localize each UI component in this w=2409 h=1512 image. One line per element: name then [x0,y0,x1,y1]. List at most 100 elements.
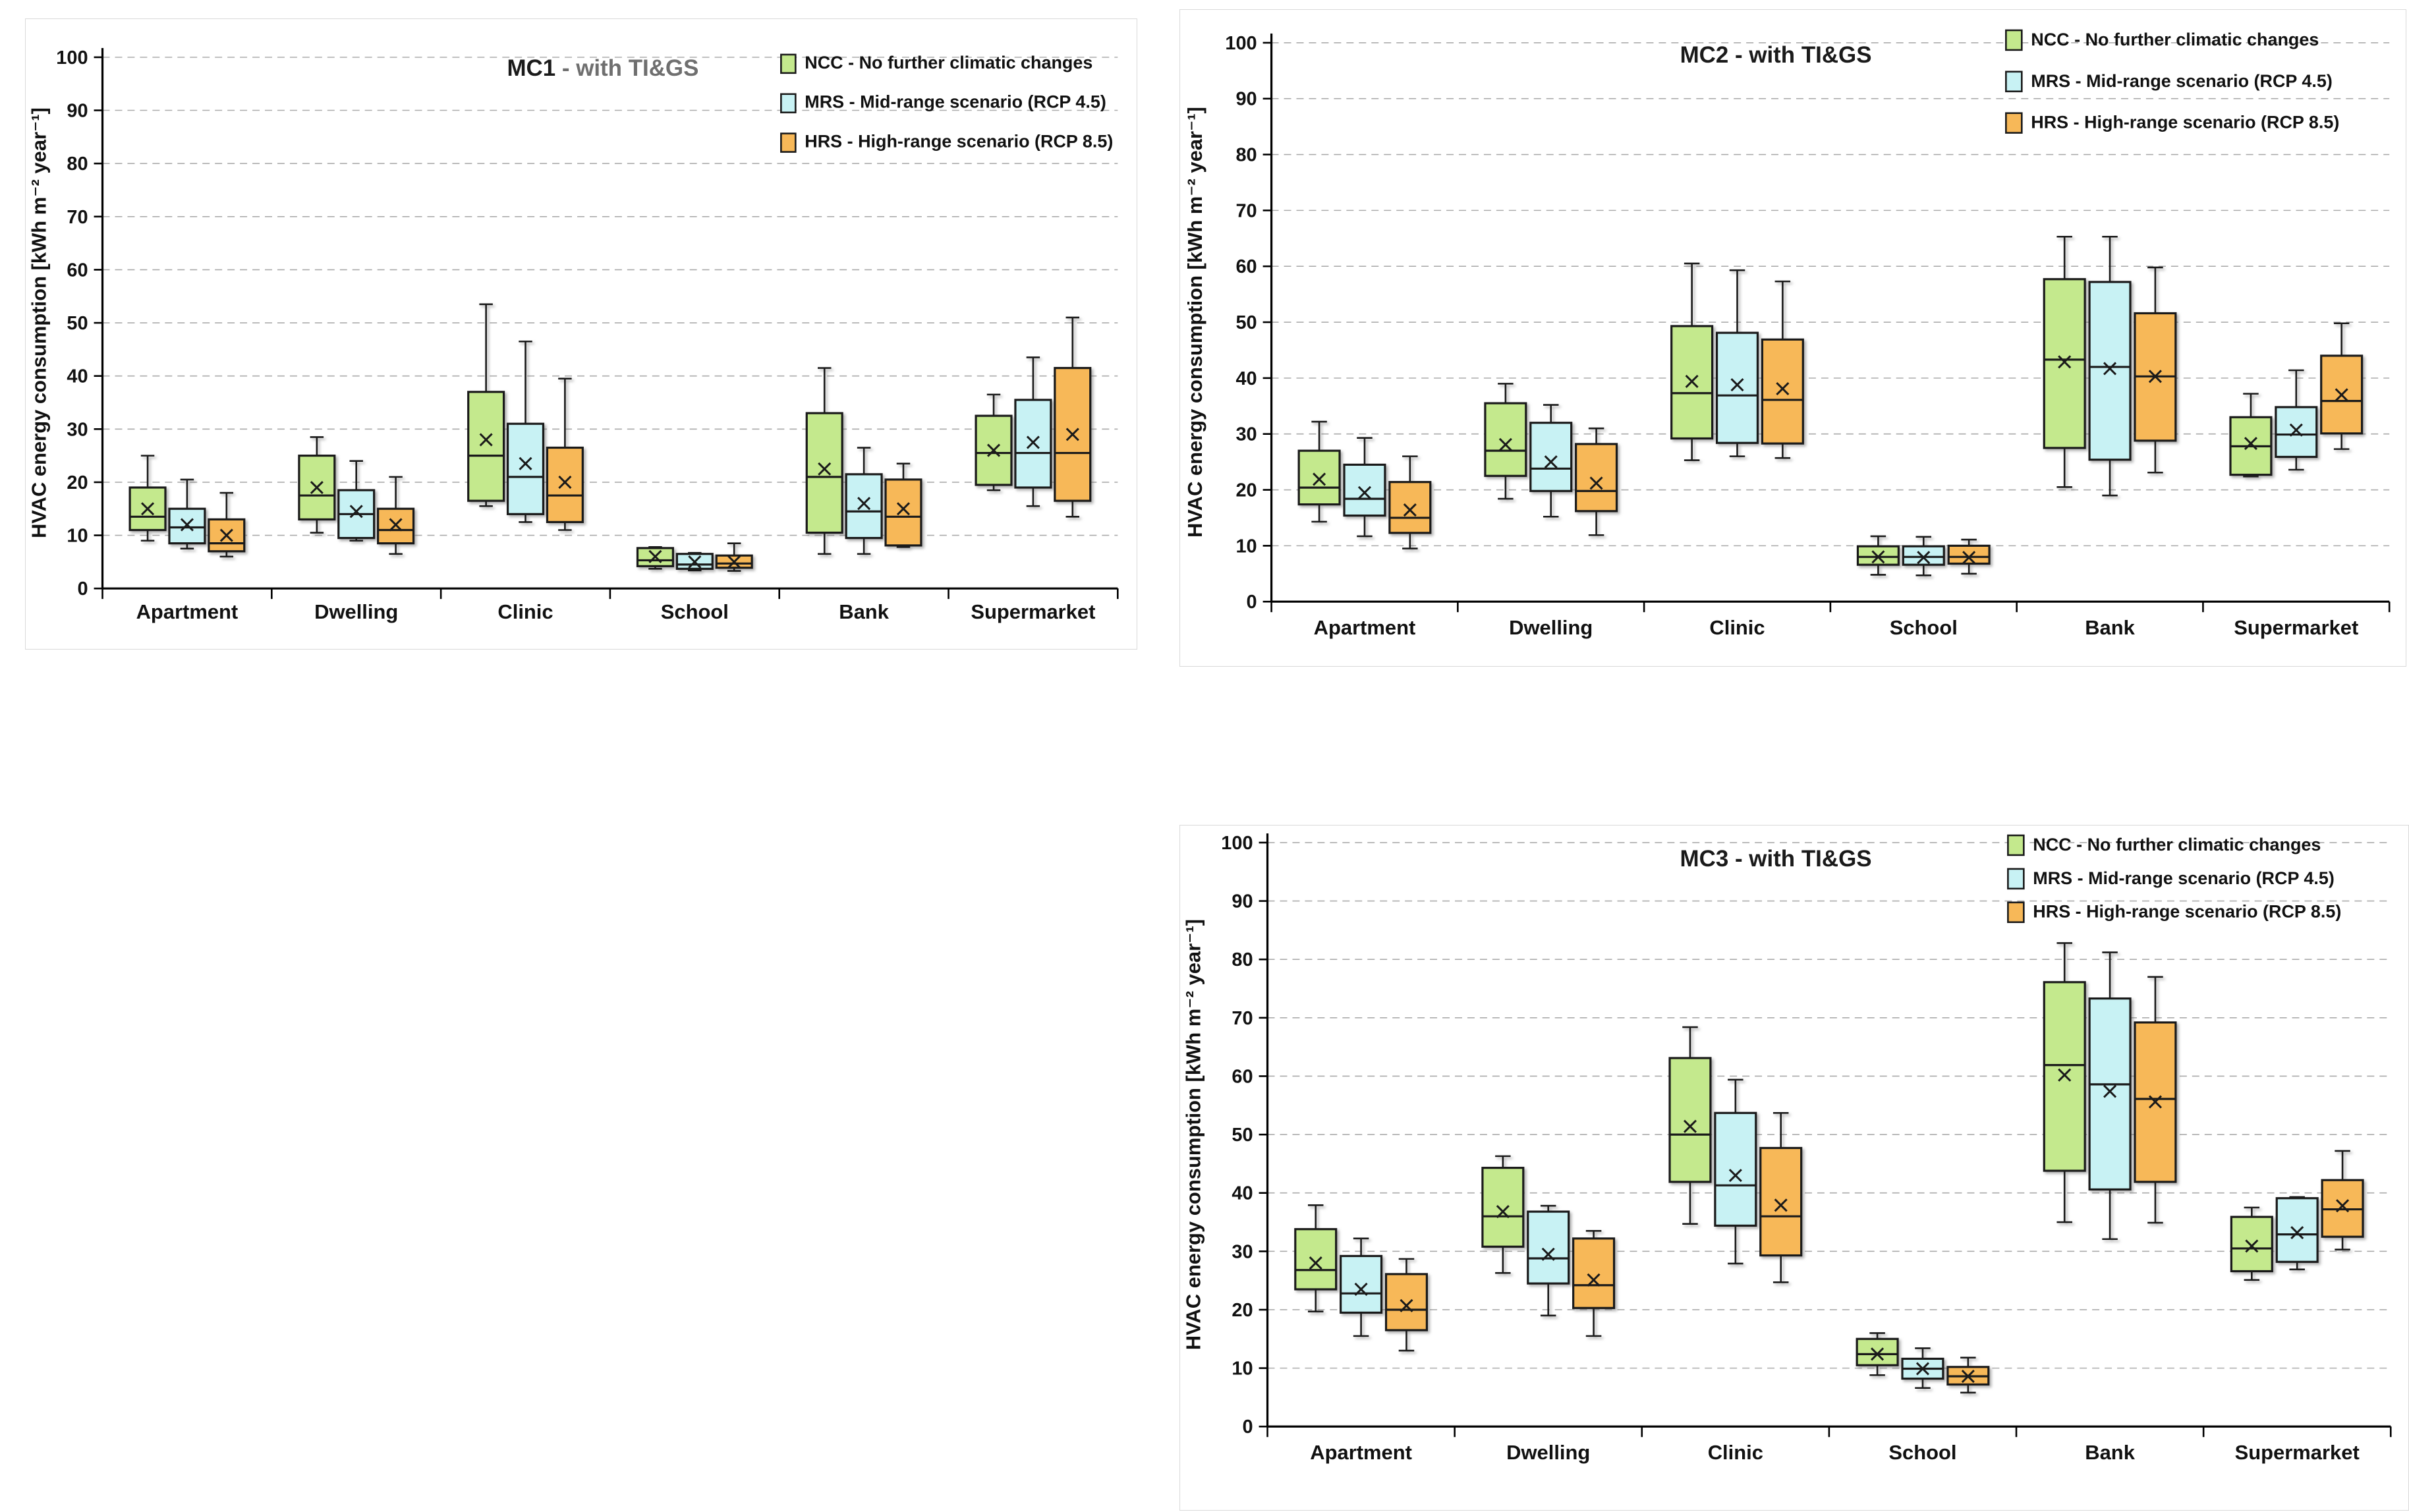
y-tick-label: 40 [1235,368,1257,389]
category-label: Bank [839,600,889,623]
legend-label-hrs: HRS - High-range scenario (RCP 8.5) [2033,902,2341,922]
y-tick-label: 50 [1235,312,1257,333]
boxplot-mc3-school-hrs [1946,1357,1990,1394]
y-tick-label: 60 [1235,256,1257,277]
y-tick-label: 70 [1235,200,1257,221]
boxplot-mc1-dwelling-ncc [298,436,336,534]
boxplot-mc3-apartment-ncc [1294,1204,1338,1312]
y-tick-label: 20 [1232,1300,1253,1321]
boxplot-mc2-dwelling-ncc [1484,383,1527,500]
boxplot-mc2-bank-mrs [2088,235,2132,497]
boxplot-mc2-dwelling-hrs [1575,427,1618,536]
y-tick-label: 40 [67,366,88,387]
boxplot-mc3-bank-ncc [2043,942,2086,1223]
boxplot-mc1-supermarket-mrs [1014,356,1052,507]
legend-swatch-hrs [2005,112,2023,134]
legend-label-ncc: NCC - No further climatic changes [2031,30,2319,49]
category-label: Dwelling [1509,616,1593,639]
boxplot-mc2-dwelling-mrs [1529,404,1573,518]
y-tick-label: 0 [1242,1416,1253,1438]
category-label: Apartment [136,600,239,623]
boxplot-mc3-clinic-hrs [1759,1112,1803,1283]
boxplot-mc3-dwelling-mrs [1527,1204,1570,1317]
legend-label-hrs: HRS - High-range scenario (RCP 8.5) [805,132,1113,152]
boxplot-mc1-bank-ncc [805,367,843,555]
boxplot-svg-mc3: 0 10 20 30 40 50 60 70 80 90 100 Apartment Dwelling C… [1182,833,2392,1464]
boxplot-mc3-school-ncc [1856,1332,1899,1376]
category-label: Supermarket [2235,1441,2360,1464]
boxplot-mc2-supermarket-mrs [2275,369,2318,471]
boxplot-mc2-supermarket-hrs [2320,322,2364,450]
boxplot-mc1-bank-mrs [845,447,883,555]
legend-swatch-hrs [780,132,797,153]
boxplot-mc2-apartment-hrs [1388,455,1432,549]
y-axis-title: HVAC energy consumption [kWh m⁻² year⁻¹] [1182,919,1205,1350]
boxplot-mc3-bank-hrs [2134,976,2177,1224]
category-label: Supermarket [971,600,1095,623]
boxplot-mc3-supermarket-hrs [2321,1150,2364,1250]
y-tick-label: 0 [77,578,88,600]
chart-title: MC3 - with TI&GS [1680,846,1872,872]
y-tick-label: 80 [1232,949,1253,970]
boxplot-mc3-supermarket-mrs [2275,1196,2319,1271]
legend-swatch-ncc [2007,834,2025,856]
boxplot-mc2-apartment-ncc [1297,420,1341,523]
y-axis-title: HVAC energy consumption [kWh m⁻² year⁻¹] [1183,107,1206,538]
boxplot-mc3-dwelling-ncc [1481,1155,1525,1274]
boxplot-mc3-school-mrs [1901,1347,1944,1389]
legend-swatch-hrs [2007,901,2025,924]
y-tick-label: 30 [1235,424,1257,445]
category-label: School [1890,616,1958,639]
boxplot-mc3-clinic-ncc [1668,1026,1712,1225]
category-label: Apartment [1314,616,1416,639]
category-label: Bank [2085,1441,2135,1464]
boxplot-mc1-supermarket-hrs [1054,316,1092,518]
category-label: Clinic [497,600,553,623]
y-tick-label: 100 [56,47,88,69]
legend-label-hrs: HRS - High-range scenario (RCP 8.5) [2031,113,2339,132]
chart-panel-mc1: 0 10 20 30 40 50 60 70 80 90 100 Apartment Dwelling C… [25,18,1137,650]
legend-label-mrs: MRS - Mid-range scenario (RCP 4.5) [2033,868,2335,888]
boxplot-mc1-apartment-mrs [168,478,206,550]
category-label: Dwelling [1506,1441,1590,1464]
boxplot-mc3-apartment-mrs [1340,1237,1383,1337]
y-axis-title: HVAC energy consumption [kWh m⁻² year⁻¹] [28,107,51,538]
legend-swatch-mrs [2007,868,2025,890]
boxplot-svg-mc2: 0 10 20 30 40 50 60 70 80 90 100 Apartment Dwelling C… [1183,29,2391,639]
y-tick-label: 70 [1232,1008,1253,1029]
boxplot-mc2-school-hrs [1947,538,1991,575]
boxplot-mc1-dwelling-hrs [377,476,415,555]
legend-swatch-mrs [780,93,797,114]
boxplot-mc3-apartment-hrs [1384,1258,1429,1352]
boxplot-mc1-school-hrs [715,542,753,572]
boxplot-mc2-bank-ncc [2043,235,2086,488]
y-tick-label: 90 [1235,89,1257,110]
boxplot-mc1-school-mrs [675,551,714,572]
boxplot-mc2-clinic-mrs [1715,269,1759,457]
category-label: School [661,600,729,623]
boxplot-mc3-bank-mrs [2088,951,2132,1241]
boxplot-mc2-apartment-mrs [1343,437,1386,538]
boxplot-mc1-clinic-mrs [506,340,545,523]
boxplot-mc1-supermarket-ncc [975,393,1013,491]
boxplot-mc1-clinic-hrs [546,378,584,531]
y-tick-label: 70 [67,207,88,228]
category-label: Bank [2085,616,2135,639]
y-tick-label: 20 [1235,480,1257,501]
boxplot-mc1-clinic-ncc [467,303,505,507]
legend-label-mrs: MRS - Mid-range scenario (RCP 4.5) [2031,71,2333,91]
y-tick-label: 10 [1232,1358,1253,1380]
y-tick-label: 100 [1225,33,1257,54]
y-tick-label: 0 [1247,592,1257,613]
category-label: Clinic [1709,616,1765,639]
boxplot-mc2-clinic-ncc [1670,262,1714,461]
boxplot-mc1-apartment-ncc [128,455,167,542]
boxplot-mc2-school-ncc [1856,535,1900,576]
category-label: Supermarket [2234,616,2358,639]
y-tick-label: 50 [1232,1125,1253,1146]
boxplot-mc1-bank-hrs [884,462,922,548]
boxplot-mc2-school-mrs [1902,536,1945,576]
category-label: Clinic [1708,1441,1763,1464]
y-tick-label: 90 [67,100,88,121]
